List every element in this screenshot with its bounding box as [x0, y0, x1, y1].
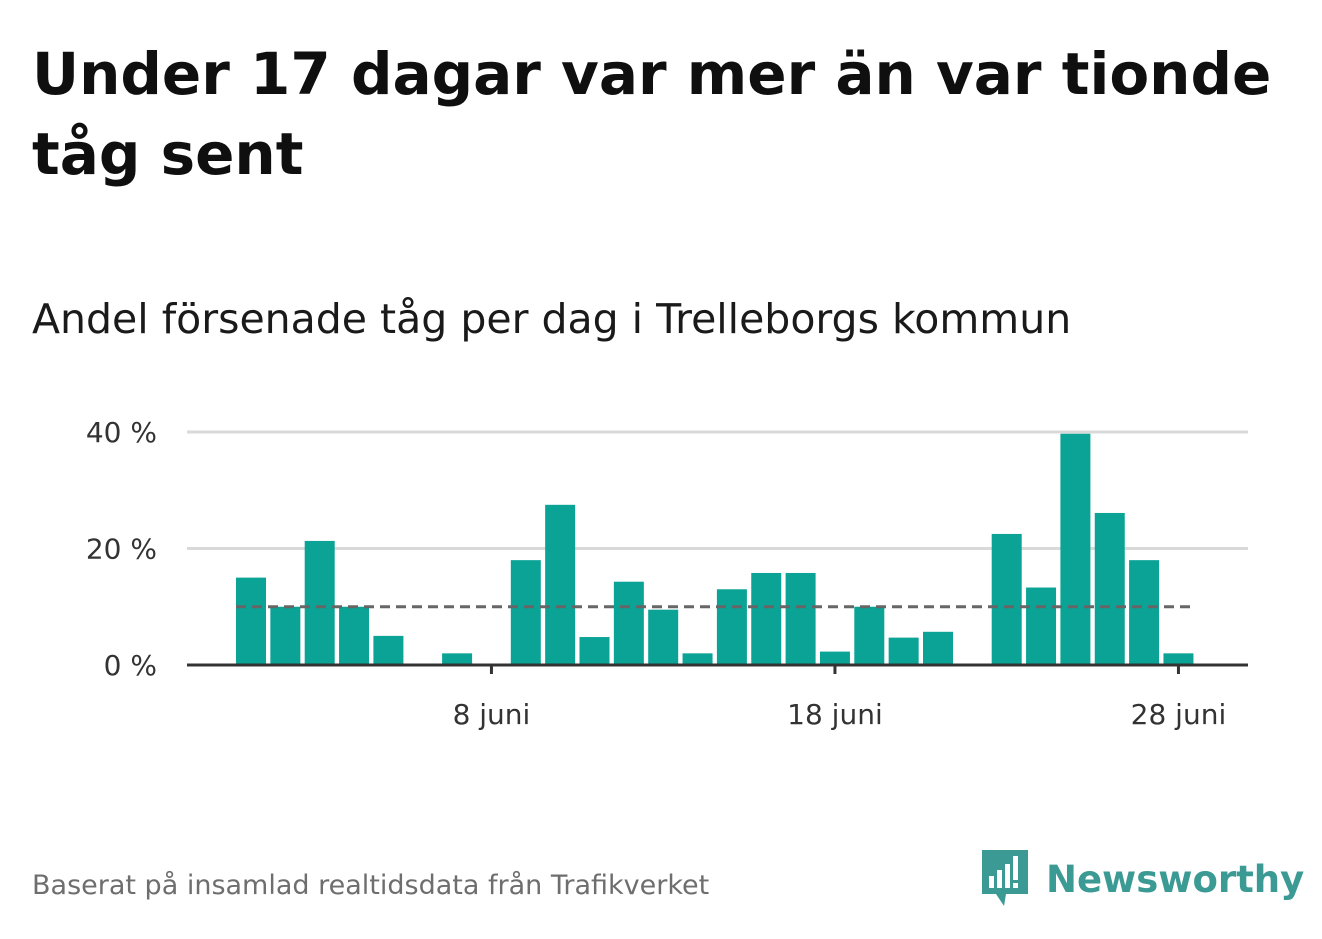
- bar: [373, 635, 404, 665]
- bar: [1129, 560, 1160, 665]
- bar: [854, 606, 885, 665]
- y-tick-label: 20 %: [86, 533, 157, 566]
- bar: [579, 637, 610, 665]
- bars: [236, 433, 1194, 665]
- bar: [304, 540, 335, 665]
- bar: [613, 581, 644, 665]
- newsworthy-icon: [982, 850, 1028, 906]
- bar: [785, 572, 816, 665]
- bar: [442, 653, 473, 665]
- bar: [339, 606, 370, 665]
- bar: [888, 637, 919, 665]
- bar: [716, 589, 747, 665]
- x-tick-label: 28 juni: [1131, 698, 1227, 731]
- bar: [270, 606, 301, 665]
- bar: [923, 631, 953, 665]
- bar: [682, 653, 713, 665]
- bar: [1094, 512, 1125, 665]
- bar: [991, 533, 1022, 665]
- bar: [1163, 653, 1194, 665]
- x-tick-label: 18 juni: [787, 698, 883, 731]
- bar: [236, 577, 266, 665]
- chart-subtitle: Andel försenade tåg per dag i Trelleborg…: [32, 295, 1072, 343]
- axes: 0 % 20 % 40 % 8 juni 18 juni 28 juni: [86, 416, 1248, 731]
- bar: [510, 560, 541, 665]
- y-tick-label: 0 %: [104, 649, 157, 682]
- chart-title: Under 17 dagar var mer än var tionde tåg…: [32, 40, 1272, 188]
- bar: [545, 504, 576, 665]
- bar: [1060, 433, 1091, 665]
- bar: [819, 651, 850, 665]
- brand-name: Newsworthy: [1046, 857, 1305, 901]
- bar: [648, 609, 679, 665]
- bar: [751, 572, 782, 665]
- source-note: Baserat på insamlad realtidsdata från Tr…: [32, 870, 710, 901]
- y-tick-label: 40 %: [86, 416, 157, 449]
- bar: [1026, 587, 1057, 665]
- x-tick-label: 8 juni: [453, 698, 531, 731]
- brand-logo[interactable]: Newsworthy: [980, 848, 1304, 910]
